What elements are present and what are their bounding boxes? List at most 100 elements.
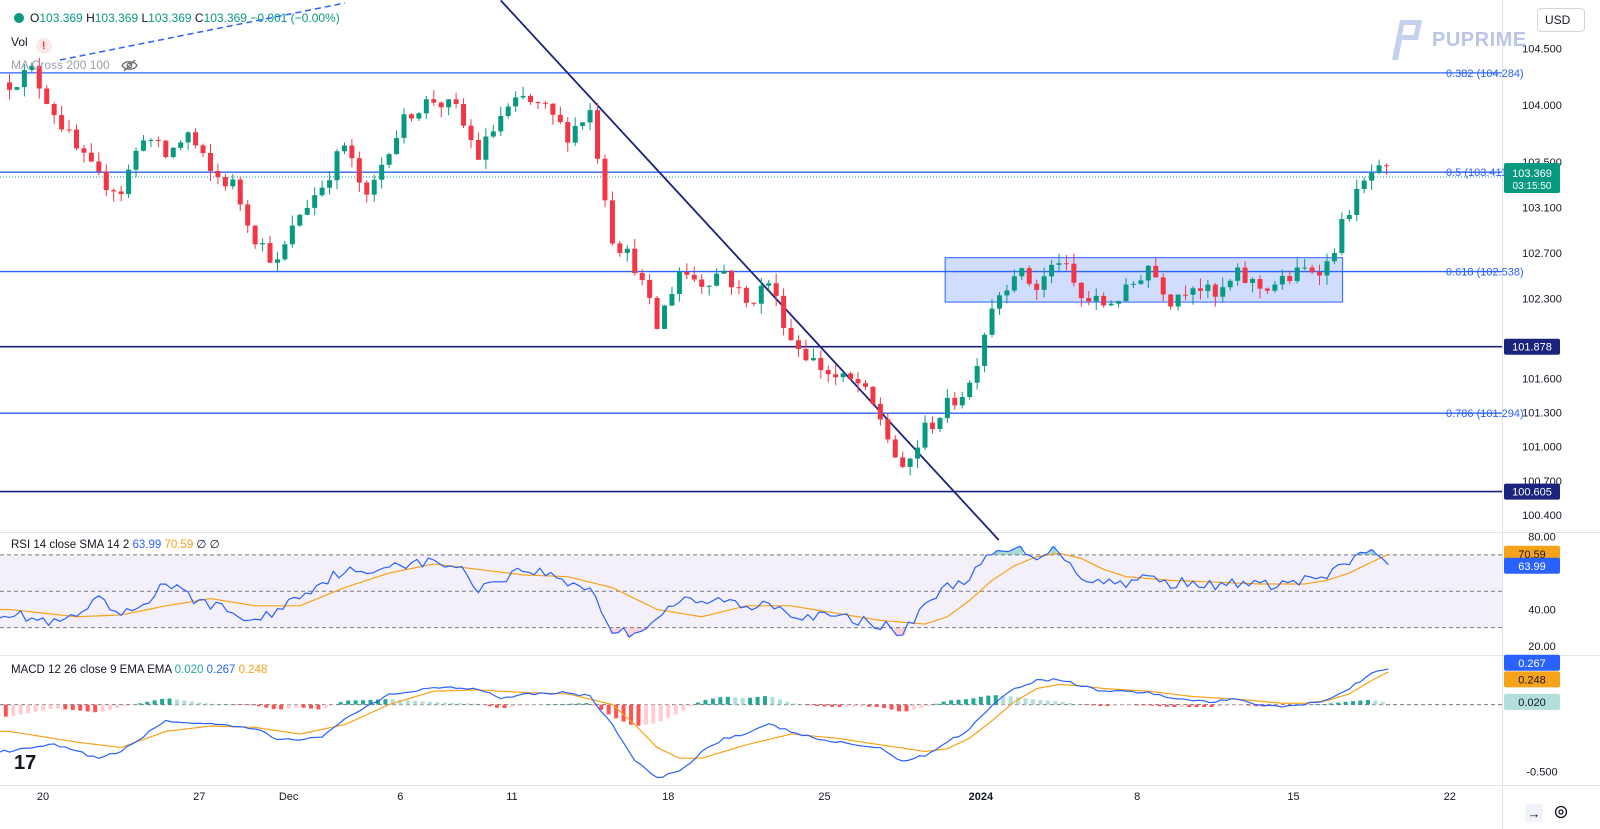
macd-histogram-bar bbox=[896, 704, 901, 712]
macd-histogram-bar bbox=[1172, 704, 1177, 707]
candle-body bbox=[952, 397, 958, 406]
macd-histogram-bar bbox=[755, 696, 760, 705]
macd-histogram-bar bbox=[904, 704, 909, 712]
macd-histogram-bar bbox=[1097, 704, 1102, 706]
candle-body bbox=[1205, 284, 1211, 291]
macd-histogram-bar bbox=[1105, 704, 1110, 707]
macd-histogram-bar bbox=[621, 704, 626, 722]
macd-histogram-bar bbox=[294, 704, 299, 708]
macd-histogram-bar bbox=[308, 704, 313, 709]
rsi-sma-legend-value: 70.59 bbox=[164, 539, 196, 551]
rsi-sma-value-tag-text: 70.59 bbox=[1518, 549, 1546, 561]
candle-body bbox=[907, 458, 913, 467]
macd-histogram-bar bbox=[1276, 704, 1281, 707]
macd-histogram-bar bbox=[539, 704, 544, 706]
macd-histogram-bar bbox=[882, 704, 887, 708]
candle-body bbox=[1145, 265, 1151, 281]
candle-body bbox=[505, 106, 511, 116]
macd-histogram-bar bbox=[383, 699, 388, 705]
candle-body bbox=[520, 95, 526, 98]
macd-histogram-bar bbox=[837, 704, 842, 707]
macd-histogram-bar bbox=[733, 697, 738, 705]
fib-level-label: 0.786 (101.294) bbox=[1446, 408, 1524, 420]
candle-body bbox=[1168, 294, 1174, 307]
macd-histogram-bar bbox=[1321, 704, 1326, 705]
candle-body bbox=[1019, 268, 1025, 277]
macd-histogram-bar bbox=[1030, 699, 1035, 705]
candle-body bbox=[274, 259, 280, 263]
candle-body bbox=[1346, 214, 1352, 220]
macd-histogram-bar bbox=[227, 704, 232, 705]
macd-histogram-bar bbox=[591, 704, 596, 706]
candle-body bbox=[51, 103, 57, 116]
macd-histogram-bar bbox=[420, 701, 425, 705]
macd-histogram-bar bbox=[390, 699, 395, 705]
macd-histogram-bar bbox=[807, 704, 812, 706]
candle-body bbox=[111, 190, 117, 192]
candle-body bbox=[483, 136, 489, 160]
macd-histogram-bar bbox=[338, 702, 343, 705]
macd-histogram-bar bbox=[986, 695, 991, 705]
macd-histogram-bar bbox=[174, 699, 179, 705]
macd-histogram-bar bbox=[204, 703, 209, 705]
macd-histogram-bar bbox=[1313, 704, 1318, 706]
macd-histogram-bar bbox=[316, 704, 321, 710]
macd-histogram-bar bbox=[472, 703, 477, 705]
candle-body bbox=[1361, 180, 1367, 189]
candle-body bbox=[304, 207, 310, 215]
macd-histogram-bar bbox=[934, 703, 939, 705]
hidden-eye-icon[interactable] bbox=[121, 59, 138, 72]
macd-histogram-bar bbox=[852, 704, 857, 707]
volume-legend[interactable]: Vol! bbox=[11, 35, 52, 54]
candle-body bbox=[848, 373, 854, 380]
candle-body bbox=[669, 293, 675, 306]
macd-histogram-bar bbox=[48, 704, 53, 710]
candle-body bbox=[676, 271, 682, 294]
candle-body bbox=[260, 243, 266, 245]
macd-histogram-bar bbox=[792, 703, 797, 705]
current-price-tag-text: 103.369 bbox=[1512, 168, 1552, 180]
candle-body bbox=[73, 129, 79, 149]
candle-body bbox=[803, 349, 809, 361]
macd-histogram-bar bbox=[576, 703, 581, 705]
candle-body bbox=[557, 114, 563, 123]
candle-body bbox=[446, 99, 452, 108]
candle-body bbox=[1197, 288, 1203, 291]
candle-body bbox=[490, 131, 496, 137]
candle-body bbox=[885, 419, 891, 440]
settings-gear-icon[interactable] bbox=[1553, 804, 1569, 820]
macd-histogram-bar bbox=[18, 704, 23, 715]
macd-histogram-bar bbox=[1224, 704, 1229, 706]
tradingview-logo[interactable]: 17 bbox=[14, 752, 37, 774]
macd-histogram-bar bbox=[1380, 701, 1385, 705]
candle-body bbox=[200, 145, 206, 154]
candle-body bbox=[602, 158, 608, 201]
macd-histogram-bar bbox=[256, 704, 261, 707]
candle-body bbox=[1160, 277, 1166, 295]
candle-body bbox=[1294, 267, 1300, 282]
ma-cross-legend[interactable]: MA Cross 200 100 bbox=[11, 58, 138, 72]
candle-body bbox=[59, 115, 65, 130]
macd-histogram-bar bbox=[978, 696, 983, 705]
change-value: −0.001 (−0.00%) bbox=[250, 11, 340, 25]
candle-body bbox=[580, 122, 586, 126]
price-axis-tick: 103.100 bbox=[1522, 203, 1562, 215]
warning-icon[interactable]: ! bbox=[35, 38, 52, 54]
go-to-realtime-button[interactable]: → bbox=[1525, 804, 1543, 822]
candle-body bbox=[1063, 263, 1069, 265]
rsi-value-tag bbox=[1504, 557, 1560, 574]
currency-select[interactable]: USD bbox=[1537, 8, 1585, 32]
macd-histogram-bar bbox=[911, 704, 916, 710]
support-level-tag bbox=[1504, 483, 1560, 500]
candle-body bbox=[163, 140, 169, 158]
candle-body bbox=[453, 99, 459, 105]
macd-histogram-bar bbox=[435, 702, 440, 705]
macd-histogram-bar bbox=[651, 704, 656, 724]
candle-body bbox=[1287, 275, 1293, 282]
candle-body bbox=[133, 150, 139, 170]
time-axis-label: 25 bbox=[818, 791, 830, 803]
candle-body bbox=[215, 170, 221, 178]
macd-histogram-bar bbox=[279, 704, 284, 710]
candle-body bbox=[654, 297, 660, 329]
